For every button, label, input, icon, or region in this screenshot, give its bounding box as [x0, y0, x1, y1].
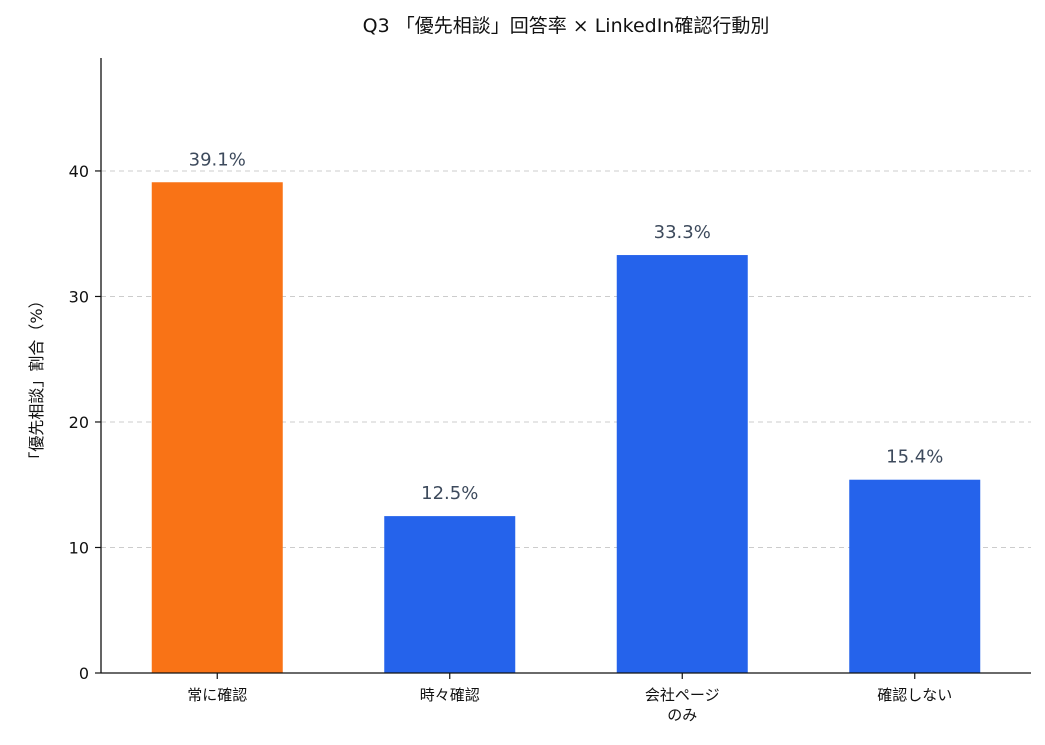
bar-value-label: 33.3%	[654, 222, 711, 243]
y-axis-ticks: 0 10 20 30 40	[69, 162, 101, 683]
bar	[151, 182, 283, 673]
x-tick-label: 会社ページ	[645, 686, 720, 704]
bar-value-label: 12.5%	[421, 483, 478, 504]
bar-value-label: 39.1%	[189, 149, 246, 170]
chart-title: Q3 「優先相談」回答率 × LinkedIn確認行動別	[363, 15, 770, 37]
x-tick-label: 常に確認	[187, 686, 247, 704]
x-tick-label: のみ	[667, 706, 697, 724]
y-axis-label: 「優先相談」割合（%）	[27, 292, 46, 467]
bar	[616, 255, 748, 673]
x-tick-label: 時々確認	[420, 686, 480, 704]
bar	[849, 479, 981, 673]
bars	[151, 182, 981, 673]
bar	[384, 516, 516, 673]
y-tick-label: 10	[69, 538, 89, 557]
value-labels: 39.1% 12.5% 33.3% 15.4%	[189, 149, 944, 504]
y-tick-label: 30	[69, 287, 89, 306]
y-tick-label: 40	[69, 162, 89, 181]
y-tick-label: 0	[79, 664, 89, 683]
y-tick-label: 20	[69, 413, 89, 432]
bar-value-label: 15.4%	[886, 447, 943, 468]
x-tick-label: 確認しない	[877, 686, 952, 704]
